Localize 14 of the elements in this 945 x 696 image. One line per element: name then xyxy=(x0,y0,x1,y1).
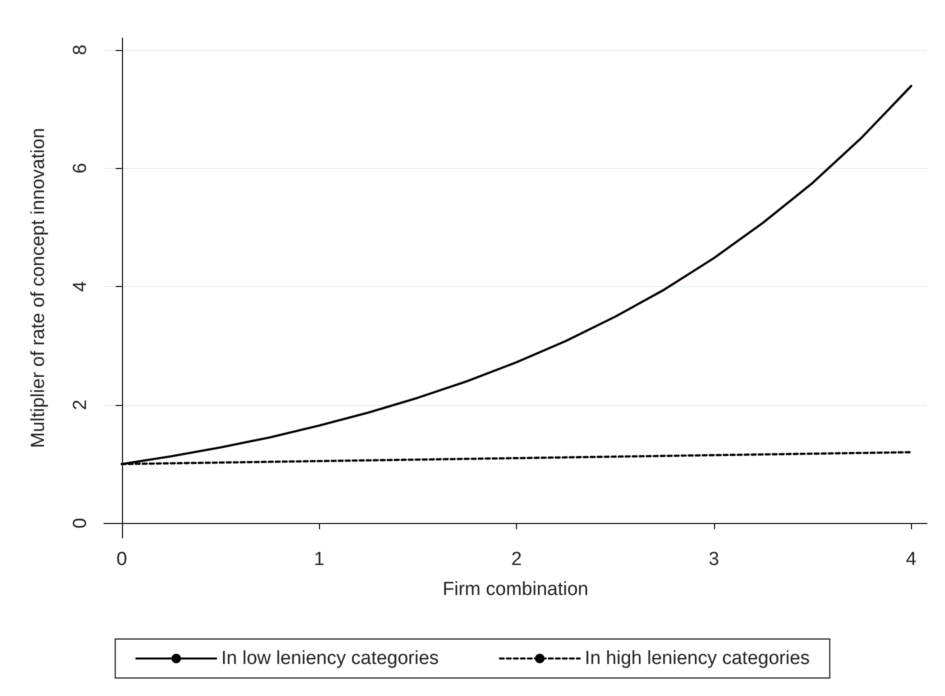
x-tick-label: 1 xyxy=(314,549,324,570)
y-tick-label: 2 xyxy=(70,400,91,410)
y-tick-label: 0 xyxy=(70,518,91,528)
y-tick-label: 4 xyxy=(70,280,91,292)
x-tick-label: 2 xyxy=(511,549,522,570)
legend-label: In low leniency categories xyxy=(221,648,439,669)
x-tick-label: 0 xyxy=(116,549,128,570)
x-tick-label: 3 xyxy=(708,549,720,570)
legend-label: In high leniency categories xyxy=(584,648,810,669)
x-tick-label: 4 xyxy=(906,549,917,570)
y-axis-title: Multiplier of rate of concept innovation xyxy=(28,128,49,448)
x-axis-title: Firm combination xyxy=(442,579,588,600)
y-tick-label: 8 xyxy=(70,44,91,56)
y-tick-label: 6 xyxy=(70,162,91,174)
